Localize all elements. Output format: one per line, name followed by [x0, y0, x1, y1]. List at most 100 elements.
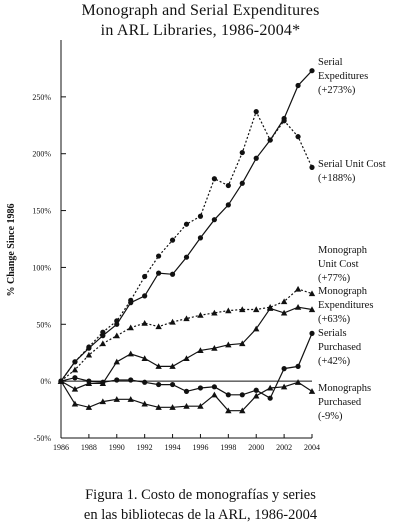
data-point — [253, 325, 260, 332]
data-point — [267, 137, 273, 143]
series-line-5 — [60, 333, 313, 400]
data-point — [142, 379, 148, 385]
data-point — [86, 344, 92, 350]
data-point — [281, 366, 287, 372]
data-point — [57, 377, 65, 384]
data-point — [308, 290, 316, 297]
data-point — [225, 341, 232, 348]
series-label: Expenditures — [318, 300, 373, 311]
data-point — [239, 180, 245, 186]
data-point — [280, 383, 288, 390]
data-point — [169, 318, 176, 325]
data-point — [127, 396, 134, 402]
figure-caption-line-2: en las bibliotecas de la ARL, 1986-2004 — [83, 507, 318, 523]
data-point — [280, 298, 288, 305]
data-point — [128, 377, 134, 383]
data-point — [85, 351, 93, 358]
data-point — [113, 358, 120, 365]
x-tick-label: 1988 — [81, 443, 97, 452]
data-point — [99, 398, 107, 405]
data-point — [211, 176, 217, 182]
data-point — [266, 384, 274, 391]
data-point — [197, 385, 204, 391]
data-point — [156, 381, 162, 388]
x-tick-label: 1998 — [220, 443, 236, 452]
series-label: Serials — [318, 328, 347, 339]
data-point — [225, 182, 231, 189]
x-tick-label: 2002 — [276, 443, 292, 452]
data-point — [239, 392, 245, 398]
data-point — [156, 253, 162, 259]
data-point — [127, 350, 134, 357]
data-point — [142, 293, 148, 299]
data-point — [100, 379, 106, 385]
data-point — [183, 355, 190, 361]
data-point — [183, 221, 190, 227]
data-point — [308, 306, 316, 313]
series-label: Purchased — [318, 342, 362, 353]
series-label: Expeditures — [318, 71, 368, 82]
data-point — [156, 270, 162, 276]
data-point — [225, 307, 232, 314]
data-point — [113, 396, 120, 402]
data-point — [141, 400, 148, 407]
data-point — [141, 355, 148, 361]
data-point — [266, 305, 274, 311]
series-label: Serial Unit Cost — [318, 159, 386, 170]
data-point — [253, 155, 259, 161]
figure-caption-line-1: Figura 1. Costo de monografías y series — [85, 487, 316, 503]
data-point — [211, 217, 217, 223]
data-point — [197, 402, 204, 409]
data-point — [294, 304, 302, 310]
data-point — [225, 407, 232, 414]
data-point — [72, 375, 78, 381]
data-point — [197, 311, 204, 318]
y-tick-label: 0% — [40, 377, 51, 386]
data-point — [169, 271, 176, 277]
x-tick-label: 1996 — [192, 443, 208, 452]
data-point — [183, 254, 190, 260]
series-label: Purchased — [318, 397, 362, 408]
data-point — [309, 68, 315, 74]
data-point — [86, 378, 92, 384]
data-point — [142, 273, 148, 280]
y-tick-label: 50% — [36, 320, 51, 329]
series-label: (+77%) — [318, 273, 351, 284]
data-point — [253, 387, 259, 393]
data-point — [169, 363, 176, 369]
data-point — [113, 332, 120, 339]
series-label: (+273%) — [318, 85, 356, 96]
data-point — [169, 237, 176, 243]
series-markers — [57, 68, 316, 414]
series-label: Monographs — [318, 383, 371, 394]
data-point — [85, 404, 93, 410]
data-point — [197, 213, 204, 219]
y-tick-label: 150% — [32, 207, 51, 216]
data-point — [100, 329, 106, 335]
series-label: Unit Cost — [318, 259, 359, 270]
data-point — [281, 118, 287, 124]
data-point — [295, 134, 301, 140]
chart-title-line-1: Monograph and Serial Expenditures — [81, 2, 320, 19]
series-label: Serial — [318, 57, 343, 68]
data-point — [295, 82, 301, 89]
data-point — [114, 377, 120, 383]
data-point — [253, 306, 260, 313]
data-point — [253, 109, 259, 115]
series-label: (-9%) — [318, 411, 343, 422]
data-point — [183, 315, 190, 322]
series-label: Monograph — [318, 245, 368, 256]
x-tick-label: 2004 — [304, 443, 320, 452]
y-tick-label: 100% — [32, 263, 51, 272]
data-point — [211, 309, 218, 316]
data-point — [127, 324, 134, 331]
series-line-2 — [60, 110, 313, 382]
data-point — [295, 363, 301, 369]
data-point — [239, 340, 246, 347]
data-point — [128, 297, 134, 304]
data-point — [294, 285, 302, 292]
data-point — [169, 404, 176, 410]
series-line-3 — [60, 288, 313, 382]
x-tick-label: 1986 — [53, 443, 69, 452]
y-tick-label: -50% — [34, 434, 52, 443]
